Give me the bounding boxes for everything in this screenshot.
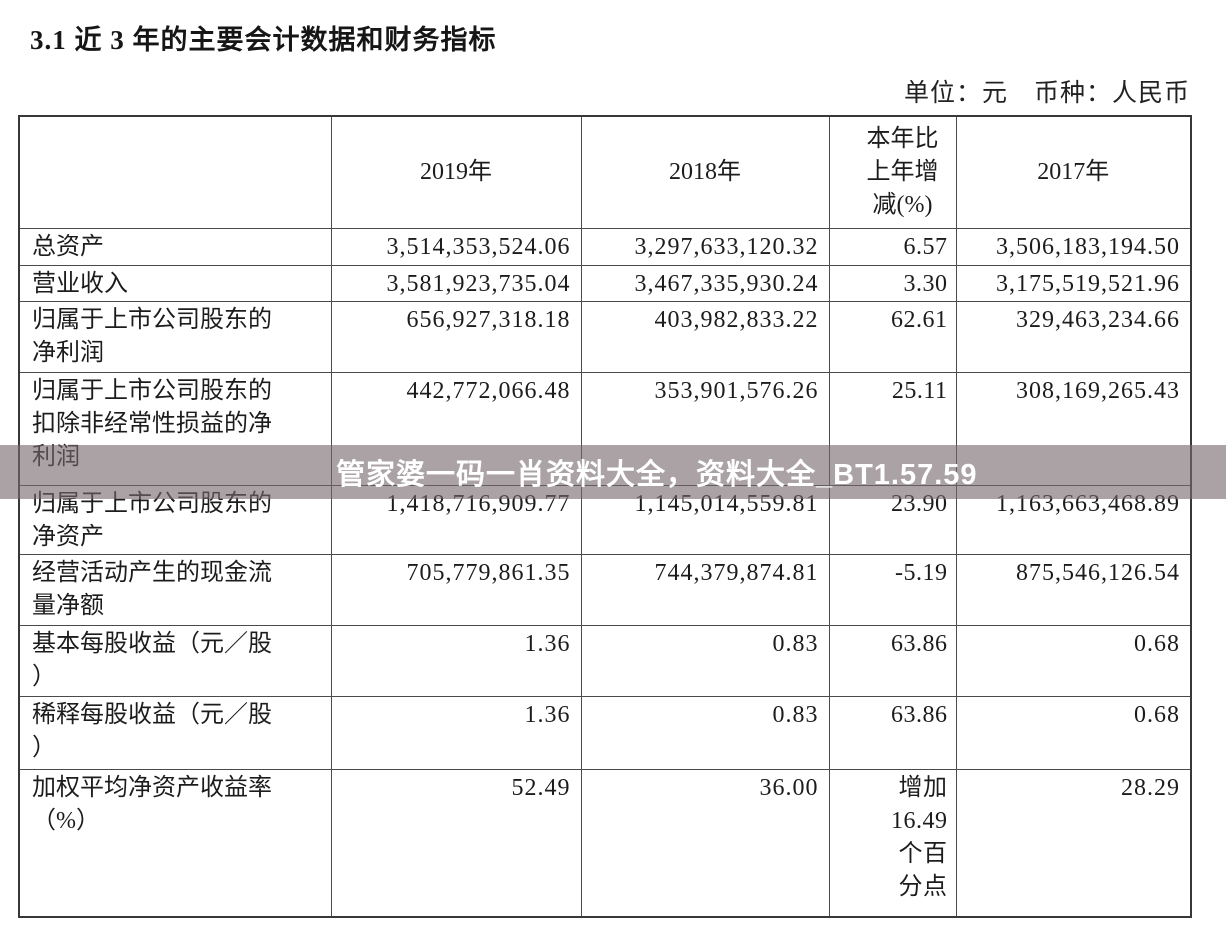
table-cell: 3,514,353,524.06 [330,227,582,266]
table-cell: 1.36 [330,624,582,697]
table-cell: -5.19 [828,553,957,626]
row-label: 归属于上市公司股东的净利润 [18,300,332,373]
column-header: 2019年 [330,115,582,229]
table-body: 总资产 3,514,353,524.06 3,297,633,120.32 6.57 3… [18,227,1192,918]
table-cell: 63.86 [828,624,957,697]
financial-table: 2019年 2018年 本年比上年增减(%) 2017年 总资产 3,514,353,5… [18,115,1192,918]
table-cell: 63.86 [828,695,957,770]
header-row: 2019年 2018年 本年比上年增减(%) 2017年 [18,115,1192,229]
table-cell: 3,467,335,930.24 [580,264,830,302]
table-cell: 0.68 [955,624,1192,697]
table-cell: 0.68 [955,695,1192,770]
table-row: 营业收入 3,581,923,735.04 3,467,335,930.24 3.30… [18,264,1192,302]
watermark-overlay: 管家婆一码一肖资料大全，资料大全_BT1.57.59 [0,445,1226,499]
table-cell: 329,463,234.66 [955,300,1192,373]
table-cell: 1.36 [330,695,582,770]
table-cell: 6.57 [828,227,957,266]
row-label: 经营活动产生的现金流量净额 [18,553,332,626]
table-cell: 3,506,183,194.50 [955,227,1192,266]
column-header [18,115,332,229]
watermark-link[interactable]: 管家婆一码一肖资料大全，资料大全_BT1.57.59 [336,459,978,491]
table-cell: 52.49 [330,768,582,918]
row-label: 总资产 [18,227,332,266]
table-cell: 28.29 [955,768,1192,918]
table-row: 稀释每股收益（元／股） 1.36 0.83 63.86 0.68 [18,695,1192,770]
table-cell: 705,779,861.35 [330,553,582,626]
table-cell: 3.30 [828,264,957,302]
row-label: 加权平均净资产收益率（%） [18,768,332,918]
table-cell: 0.83 [580,624,830,697]
table-cell: 0.83 [580,695,830,770]
table-row: 基本每股收益（元／股） 1.36 0.83 63.86 0.68 [18,624,1192,697]
unit-note: 单位：元 币种：人民币 [903,80,1190,107]
table-cell: 36.00 [580,768,830,918]
table-cell: 3,581,923,735.04 [330,264,582,302]
table-cell: 875,546,126.54 [955,553,1192,626]
table-cell: 744,379,874.81 [580,553,830,626]
column-header: 2017年 [955,115,1192,229]
table-cell: 656,927,318.18 [330,300,582,373]
column-header: 2018年 [580,115,830,229]
table-cell: 3,175,519,521.96 [955,264,1192,302]
row-label: 基本每股收益（元／股） [18,624,332,697]
table-row: 加权平均净资产收益率（%） 52.49 36.00 增加16.49个百分点 28.29 [18,768,1192,918]
row-label: 营业收入 [18,264,332,302]
row-label: 稀释每股收益（元／股） [18,695,332,770]
table-cell: 403,982,833.22 [580,300,830,373]
table-cell: 增加16.49个百分点 [828,768,957,918]
table-row: 经营活动产生的现金流量净额 705,779,861.35 744,379,874.8… [18,553,1192,626]
page-title: 3.1 近 3 年的主要会计数据和财务指标 [30,25,497,55]
table-cell: 3,297,633,120.32 [580,227,830,266]
table-cell: 62.61 [828,300,957,373]
table-row: 总资产 3,514,353,524.06 3,297,633,120.32 6.57 3… [18,227,1192,266]
table-row: 归属于上市公司股东的净利润 656,927,318.18 403,982,833.2… [18,300,1192,373]
column-header: 本年比上年增减(%) [828,115,957,229]
